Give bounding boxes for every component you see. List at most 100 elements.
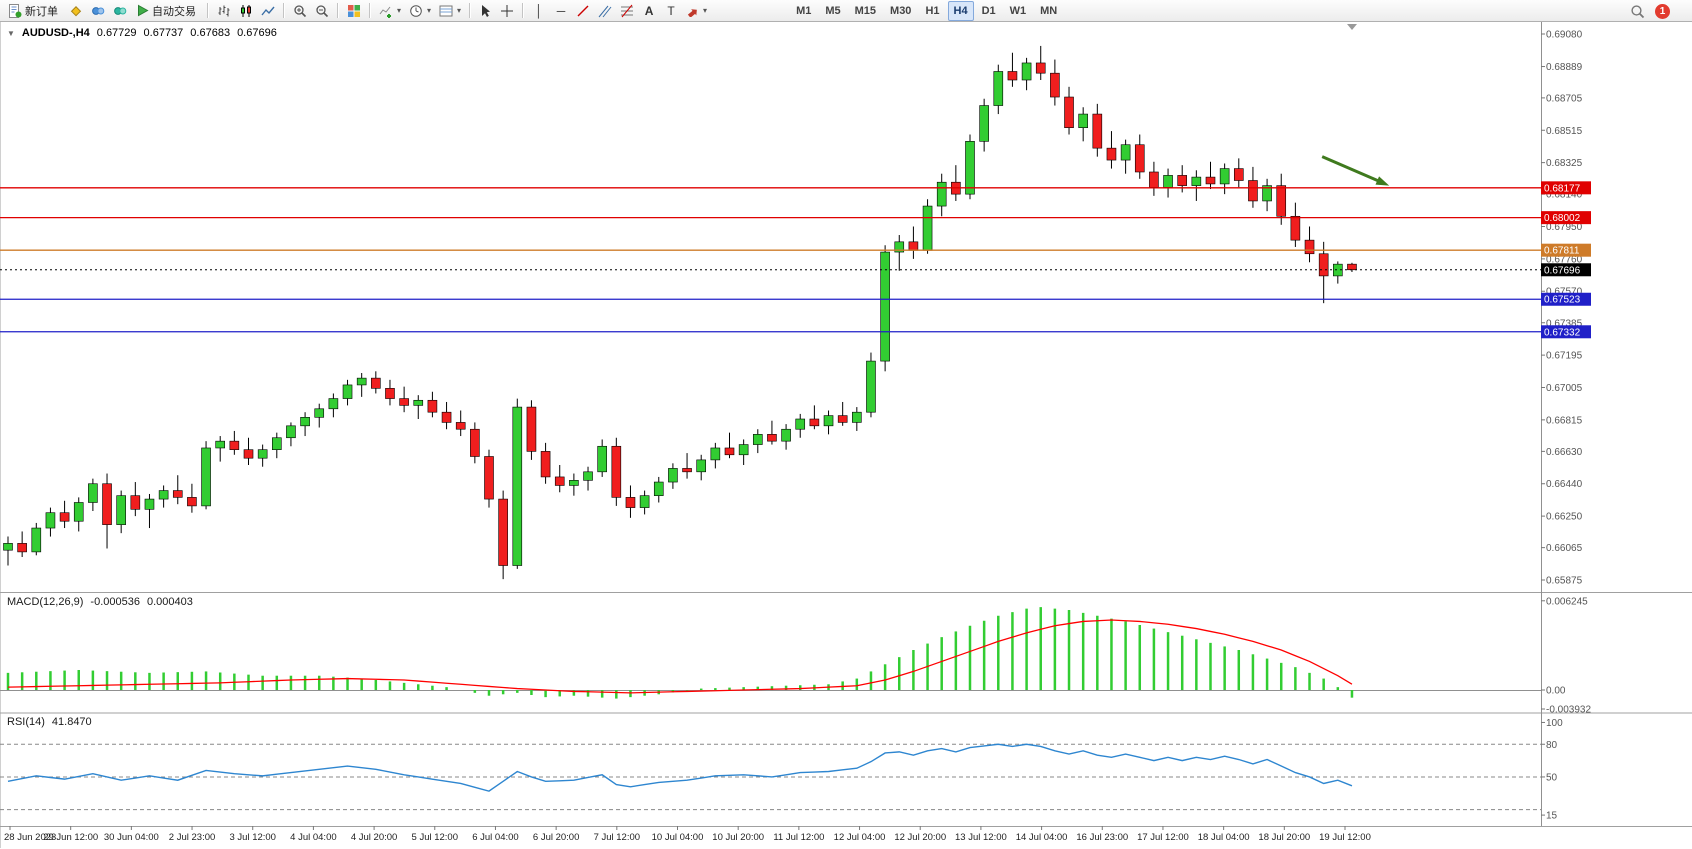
line-chart-button[interactable]: [257, 1, 279, 21]
candle-bearish: [172, 490, 183, 498]
crosshair-button[interactable]: [496, 1, 518, 21]
timeframe-h4-button[interactable]: H4: [947, 0, 974, 21]
rsi-line: [7, 743, 1353, 792]
macd-main-value: -0.000536: [90, 596, 140, 608]
time-axis-label: 30 Jun 04:00: [104, 832, 159, 843]
candle-bullish: [31, 527, 42, 553]
crosshair-icon: [501, 4, 514, 17]
candle-bullish: [639, 495, 650, 508]
candle-bullish: [73, 502, 84, 522]
candle-bullish: [993, 71, 1004, 106]
templates-button[interactable]: ▾: [435, 1, 465, 21]
candlestick-chart-icon: [241, 4, 251, 17]
price-badge-label: 0.67696: [1544, 265, 1581, 276]
bar-chart-button[interactable]: [213, 1, 235, 21]
candle-bearish: [371, 377, 381, 389]
candle-bearish: [187, 497, 197, 507]
autotrading-button[interactable]: 自动交易: [131, 1, 203, 21]
candle-bullish: [271, 437, 282, 450]
timeframe-m30-button[interactable]: M30: [890, 4, 912, 17]
fibonacci-button[interactable]: [616, 1, 638, 21]
text-button[interactable]: A: [638, 1, 660, 21]
text-icon: A: [644, 3, 654, 18]
time-axis-label: 12 Jul 04:00: [834, 832, 886, 843]
timeframe-h1-button[interactable]: H1: [925, 4, 940, 17]
time-axis-label: 13 Jul 12:00: [955, 832, 1007, 843]
candlestick-chart-button[interactable]: [235, 1, 257, 21]
price-axis-label: 0.66630: [1546, 447, 1583, 458]
time-axis-label: 6 Jul 04:00: [472, 832, 518, 843]
timeframe-w1-button[interactable]: W1: [1009, 4, 1027, 17]
price-axis-label: 0.68140: [1546, 190, 1583, 201]
periods-button[interactable]: ▾: [405, 1, 435, 21]
timeframe-m15-button[interactable]: M15: [854, 4, 877, 17]
macd-axis-label: 0.006245: [1546, 596, 1588, 607]
zoom-in-button[interactable]: [289, 1, 311, 21]
arrow-annotation[interactable]: [1321, 155, 1382, 184]
candle-bullish: [965, 141, 975, 195]
candle-bullish: [144, 498, 155, 510]
chart-shift-marker[interactable]: [1347, 24, 1357, 30]
search-icon[interactable]: [1630, 4, 1645, 19]
new-order-icon: [9, 3, 22, 18]
vertical-line-button[interactable]: │: [528, 1, 550, 21]
rsi-panel-area[interactable]: [0, 713, 1541, 827]
notification-badge[interactable]: 1: [1655, 3, 1670, 19]
price-axis-label: 0.67570: [1546, 287, 1583, 298]
timeframe-m5-button[interactable]: M5: [825, 4, 841, 17]
toolbar: 新订单 自动交易: [0, 0, 1692, 22]
price-badge-label: 0.67523: [1544, 295, 1581, 306]
arrows-button[interactable]: ▾: [682, 1, 711, 21]
price-axis-label: 0.68325: [1546, 158, 1583, 169]
macd-panel-area[interactable]: [0, 593, 1541, 713]
time-axis-label: 2 Jul 23:00: [169, 832, 215, 843]
price-axis-label: 0.68515: [1546, 126, 1583, 137]
terminal-button[interactable]: [109, 1, 131, 21]
candle-bearish: [611, 445, 622, 498]
trendline-button[interactable]: [572, 1, 594, 21]
time-axis-label: 4 Jul 04:00: [290, 832, 336, 843]
candle-bearish: [1134, 144, 1145, 173]
price-badge-label: 0.68002: [1544, 213, 1581, 224]
macd-title: MACD(12,26,9) -0.000536 0.000403: [7, 596, 193, 608]
price-axis-label: 0.68705: [1546, 93, 1583, 104]
price-badge-label: 0.68177: [1544, 183, 1581, 194]
price-badge: [1541, 211, 1591, 225]
market-watch-button[interactable]: [65, 1, 87, 21]
tile-windows-icon: [348, 4, 360, 17]
new-order-button[interactable]: 新订单: [3, 1, 65, 21]
zoom-out-button[interactable]: [311, 1, 333, 21]
time-axis-label: 16 Jul 23:00: [1076, 832, 1128, 843]
label-button[interactable]: T: [660, 1, 682, 21]
candle-bullish: [328, 398, 339, 410]
candle-bearish: [498, 498, 508, 566]
cursor-button[interactable]: [475, 1, 496, 21]
navigator-button[interactable]: [87, 1, 109, 21]
timeframe-d1-button[interactable]: D1: [981, 4, 996, 17]
price-badge-label: 0.67332: [1544, 327, 1581, 338]
horizontal-line-button[interactable]: ─: [550, 1, 572, 21]
arrow-annotation-head[interactable]: [1375, 176, 1390, 186]
candle-bullish: [3, 543, 13, 551]
candle-bullish: [795, 418, 806, 430]
chart-plot-area[interactable]: [0, 23, 1541, 592]
candle-bearish: [385, 388, 395, 399]
chart-collapse-icon[interactable]: ▼: [7, 28, 15, 38]
price-axis-label: 0.69080: [1546, 30, 1583, 41]
candle-bullish: [781, 428, 791, 442]
time-axis[interactable]: [0, 826, 1692, 848]
price-axis-label: 0.66250: [1546, 512, 1583, 523]
price-axis[interactable]: [1541, 23, 1692, 826]
candle-bullish: [1021, 62, 1032, 81]
channel-button[interactable]: [594, 1, 616, 21]
candle-bearish: [1177, 175, 1188, 186]
tile-windows-button[interactable]: [343, 1, 365, 21]
indicators-button[interactable]: ▾: [375, 1, 405, 21]
candle-bullish: [286, 425, 296, 439]
price-badge: [1541, 292, 1591, 306]
candle-bearish: [1106, 147, 1117, 161]
candle-bullish: [696, 459, 707, 473]
timeframe-mn-button[interactable]: MN: [1040, 4, 1058, 17]
timeframe-m1-button[interactable]: M1: [796, 4, 812, 17]
candle-bullish: [583, 471, 593, 481]
